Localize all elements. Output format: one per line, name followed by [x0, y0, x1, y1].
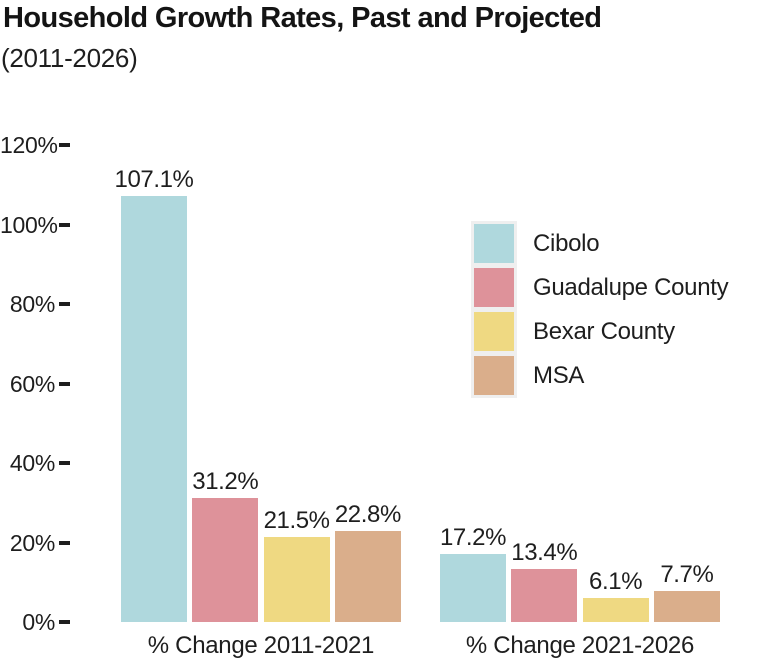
y-tick-mark-0: [59, 620, 70, 624]
x-axis-label-group2: % Change 2021-2026: [465, 632, 694, 659]
bar-cibolo-group2: [440, 553, 506, 622]
y-tick-label-100: 100%: [0, 211, 58, 238]
bar-msa-group2: [653, 591, 720, 622]
legend-swatch-cibolo: [474, 224, 514, 263]
bar-cibolo-group1: [121, 196, 187, 622]
y-tick-label-0: 0%: [22, 609, 55, 635]
x-axis-label-group1: % Change 2011-2021: [147, 632, 375, 659]
y-tick-label-80: 80%: [9, 291, 55, 317]
legend-swatch-msa: [474, 356, 514, 395]
y-tick-label-40: 40%: [9, 450, 55, 476]
y-tick-label-120: 120%: [0, 132, 58, 158]
y-tick-label-20: 20%: [9, 529, 55, 556]
y-tick-mark-80: [59, 302, 70, 306]
chart-subtitle: (2011-2026): [1, 43, 138, 73]
bar-bexar-county-group2: [582, 597, 649, 622]
bar-bexar-county-group1: [263, 536, 330, 622]
bar-value-label-bexar-county-group2: 6.1%: [589, 567, 643, 595]
y-tick-mark-100: [59, 222, 70, 227]
bar-value-label-bexar-county-group1: 21.5%: [263, 506, 330, 534]
y-tick-mark-20: [59, 540, 70, 545]
bar-value-label-msa-group2: 7.7%: [660, 561, 714, 589]
bar-value-label-cibolo-group1: 107.1%: [114, 166, 194, 194]
bar-guadalupe-county-group1: [192, 497, 259, 622]
bar-value-label-guadalupe-county-group2: 13.4%: [511, 538, 578, 566]
y-tick-label-60: 60%: [9, 370, 55, 397]
legend-swatch-guadalupe-county: [474, 268, 514, 307]
legend-label-bexar-county: Bexar County: [533, 317, 675, 345]
legend-swatch-bexar-county: [474, 312, 514, 351]
chart-title: Household Growth Rates, Past and Project…: [3, 2, 602, 34]
legend-label-guadalupe-county: Guadalupe County: [533, 273, 729, 301]
bar-guadalupe-county-group2: [511, 568, 578, 622]
y-tick-mark-60: [59, 381, 70, 386]
legend-label-cibolo: Cibolo: [533, 229, 600, 257]
y-tick-mark-40: [59, 461, 70, 465]
y-tick-mark-120: [59, 143, 70, 147]
legend-label-msa: MSA: [533, 361, 585, 389]
bar-value-label-msa-group1: 22.8%: [334, 501, 401, 529]
bar-value-label-cibolo-group2: 17.2%: [439, 523, 507, 551]
bar-msa-group1: [334, 531, 401, 622]
bar-value-label-guadalupe-county-group1: 31.2%: [192, 467, 259, 495]
